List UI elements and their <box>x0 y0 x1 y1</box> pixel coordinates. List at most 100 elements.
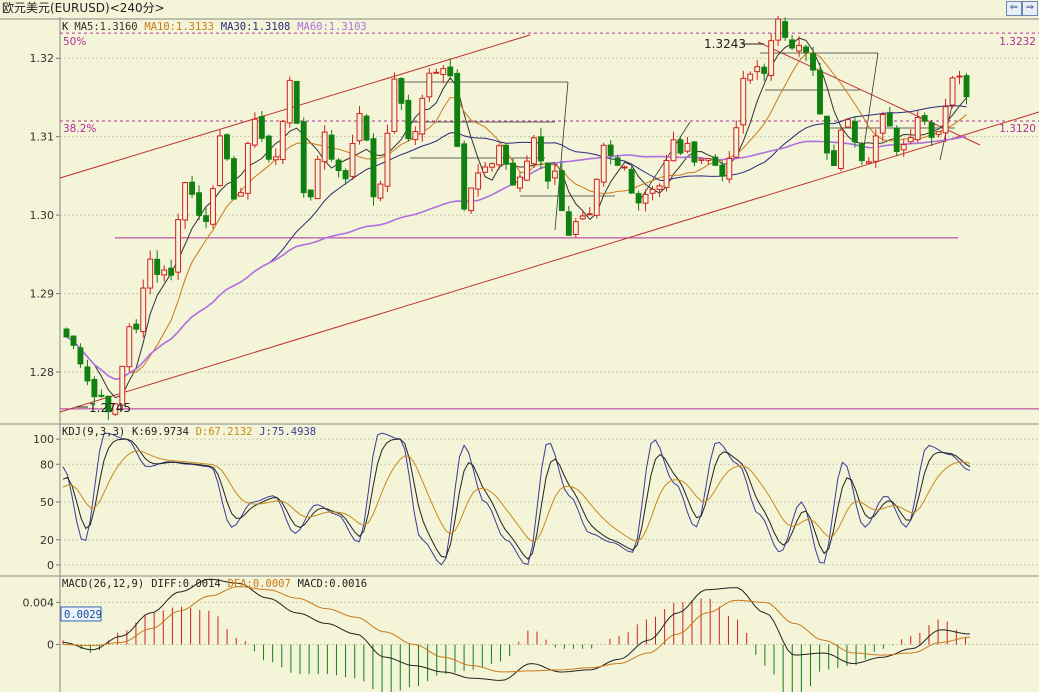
candle-body <box>482 166 489 173</box>
candle-body <box>307 189 314 198</box>
kdj-tick-label: 20 <box>40 534 54 547</box>
candle-body <box>112 403 119 415</box>
candle-body <box>544 162 551 182</box>
candle-body <box>77 347 84 365</box>
candle-body <box>405 99 412 140</box>
candle-body <box>684 142 691 152</box>
candle-body <box>593 178 600 216</box>
candle-body <box>237 192 244 197</box>
candle-body <box>844 119 851 128</box>
price-tick-label: 1.31 <box>30 131 55 144</box>
candle-body <box>628 168 635 194</box>
candle-body <box>391 78 398 133</box>
macd-plot <box>60 578 971 692</box>
candle-body <box>154 258 161 275</box>
candle-body <box>189 181 196 195</box>
candle-body <box>879 113 886 134</box>
candle-body <box>789 39 796 49</box>
candle-body <box>747 73 754 81</box>
kdj-d-line <box>62 450 971 543</box>
legend-entry: MACD:0.0016 <box>298 578 368 590</box>
candle-body <box>224 134 230 160</box>
candle-body <box>440 68 447 76</box>
price-tick-label: 1.28 <box>30 366 55 379</box>
candle-body <box>496 145 502 166</box>
candles <box>63 15 970 420</box>
candle-body <box>433 71 440 74</box>
candle-body <box>531 137 537 165</box>
candle-body <box>503 144 509 165</box>
candle-body <box>761 66 768 74</box>
kdj-tick-label: 100 <box>33 433 54 446</box>
arrow-right-icon: ⇒ <box>1025 2 1035 13</box>
candle-body <box>335 159 342 172</box>
nav-next-button[interactable]: ⇒ <box>1022 1 1038 16</box>
candle-body <box>251 118 258 146</box>
candle-body <box>565 211 572 236</box>
candle-body <box>837 129 844 170</box>
candle-body <box>419 97 426 135</box>
candle-body <box>614 157 621 166</box>
candle-body <box>726 157 733 180</box>
kdj-j-line <box>62 432 971 566</box>
candle-body <box>217 135 223 187</box>
candle-body <box>935 131 942 136</box>
candle-body <box>705 158 712 161</box>
candle-body <box>517 176 523 189</box>
legend-entry: MA5:1.3160 <box>74 21 137 33</box>
candle-body <box>272 156 279 161</box>
candle-body <box>635 193 642 204</box>
candle-body <box>803 46 809 53</box>
fan-diagonal-line <box>861 52 879 161</box>
candle-body <box>656 185 663 191</box>
candle-body <box>719 164 726 177</box>
ma10-line <box>66 52 967 380</box>
candle-body <box>712 156 719 166</box>
candle-body <box>551 170 558 179</box>
candle-body <box>363 115 370 141</box>
candle-body <box>796 44 803 52</box>
candle-body <box>600 144 607 183</box>
candle-body <box>196 192 202 216</box>
macd-tick-label: 0.004 <box>23 596 55 609</box>
candle-body <box>412 131 419 141</box>
fib-382-label: 38.2% <box>63 123 96 135</box>
candle-body <box>698 158 705 161</box>
candle-body <box>558 170 565 212</box>
candle-body <box>824 115 830 154</box>
candle-body <box>356 113 363 142</box>
macd-value-box <box>60 606 102 622</box>
kdj-tick-label: 0 <box>47 559 54 572</box>
candle-body <box>670 139 677 162</box>
candle-body <box>119 365 126 406</box>
legend-entry: MACD(26,12,9) <box>62 578 144 590</box>
candle-body <box>921 115 928 122</box>
legend-entry: DIFF:0.0014 <box>151 578 221 590</box>
candle-body <box>126 326 133 368</box>
candle-body <box>244 142 251 194</box>
nav-prev-button[interactable]: ⇐ <box>1006 1 1022 16</box>
ma60-line <box>66 135 967 381</box>
kdj-k-line <box>62 438 971 560</box>
panel-frames <box>0 17 1039 692</box>
candle-body <box>754 66 761 73</box>
candle-body <box>70 335 77 346</box>
title-bar: 欧元美元(EURUSD)<240分> ⇐ ⇒ <box>0 0 1039 17</box>
candle-body <box>293 80 300 124</box>
candle-body <box>775 18 782 41</box>
price-tick-label: 1.29 <box>30 288 55 301</box>
candle-body <box>510 162 516 186</box>
arrow-left-icon: ⇐ <box>1009 2 1019 13</box>
candle-body <box>621 166 628 169</box>
candle-body <box>900 144 907 151</box>
candle-body <box>586 213 593 216</box>
candle-body <box>447 66 454 77</box>
fib-50-label: 50% <box>63 36 86 48</box>
ma5-line <box>66 37 967 399</box>
window-title: 欧元美元(EURUSD)<240分> <box>2 1 165 15</box>
candle-body <box>384 132 391 187</box>
candle-body <box>810 53 816 71</box>
candle-body <box>942 106 949 134</box>
candle-body <box>893 127 900 152</box>
